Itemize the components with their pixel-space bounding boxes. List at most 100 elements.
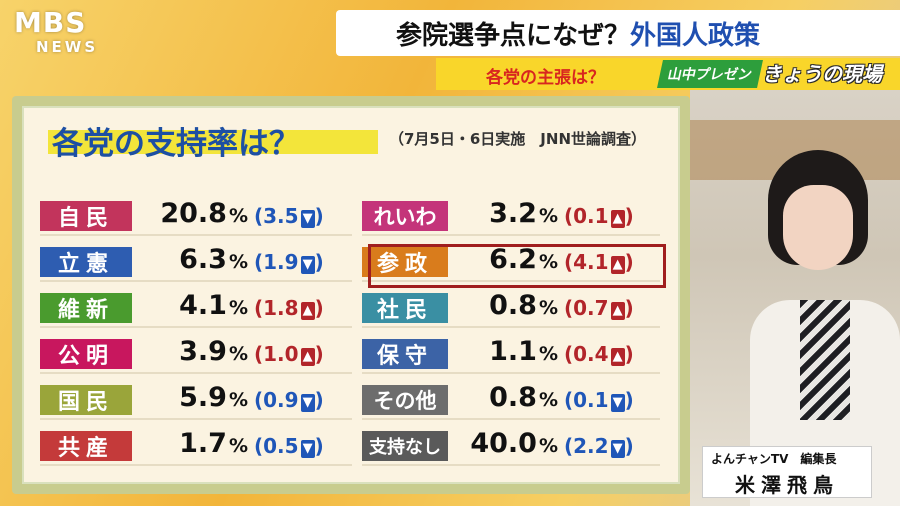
board-subtitle: （7月5日・6日実施 JNN世論調査） bbox=[389, 130, 647, 148]
percent-sign: % bbox=[538, 205, 558, 227]
mbs-news-logo: MBS NEWS bbox=[14, 6, 99, 57]
percent-sign: % bbox=[538, 435, 558, 457]
change-value: 0.5 bbox=[263, 434, 299, 458]
percentage-value: 20.8 bbox=[160, 198, 227, 229]
party-row: 国民 5.9% (0.9 ▼) bbox=[40, 382, 352, 420]
percent-sign: % bbox=[228, 389, 248, 411]
party-change: (0.4 ▲) bbox=[564, 342, 634, 366]
program-tag-text: 山中プレゼン bbox=[666, 67, 754, 83]
change-value: 1.9 bbox=[263, 250, 299, 274]
party-percentage: 3.9% bbox=[136, 336, 248, 367]
party-row: 保守 1.1% (0.4 ▲) bbox=[362, 336, 660, 374]
party-change: (1.0 ▲) bbox=[254, 342, 324, 366]
party-change: (0.7 ▲) bbox=[564, 296, 634, 320]
percentage-value: 3.2 bbox=[489, 198, 537, 229]
approval-board: 各党の支持率は？ （7月5日・6日実施 JNN世論調査） 自民 20.8% (3.5… bbox=[12, 96, 690, 494]
party-change: (4.1 ▲) bbox=[564, 250, 634, 274]
subheadline-text: 各党の主張は？ bbox=[486, 68, 605, 88]
percentage-value: 6.3 bbox=[179, 244, 227, 275]
change-value: 2.2 bbox=[573, 434, 609, 458]
percentage-value: 40.0 bbox=[470, 428, 537, 459]
party-change: (0.9 ▼) bbox=[254, 388, 324, 412]
presenter-face bbox=[783, 185, 853, 270]
party-percentage: 5.9% bbox=[136, 382, 248, 413]
percent-sign: % bbox=[538, 343, 558, 365]
party-row: 参政 6.2% (4.1 ▲) bbox=[362, 244, 660, 282]
percentage-value: 1.7 bbox=[179, 428, 227, 459]
program-logo: きょうの現場 bbox=[762, 62, 882, 86]
arrow-down-icon: ▼ bbox=[300, 256, 315, 274]
party-change: (0.1 ▼) bbox=[564, 388, 634, 412]
approval-board-panel: 各党の支持率は？ （7月5日・6日実施 JNN世論調査） 自民 20.8% (3.5… bbox=[22, 106, 680, 484]
party-percentage: 0.8% bbox=[454, 382, 558, 413]
arrow-down-icon: ▼ bbox=[300, 394, 315, 412]
arrow-down-icon: ▼ bbox=[300, 440, 315, 458]
party-percentage: 20.8% bbox=[136, 198, 248, 229]
presenter-shirt bbox=[800, 300, 850, 420]
party-row: 共産 1.7% (0.5 ▼) bbox=[40, 428, 352, 466]
headline-highlight: 外国人政策 bbox=[630, 20, 761, 51]
party-name: れいわ bbox=[362, 201, 448, 231]
percent-sign: % bbox=[228, 343, 248, 365]
arrow-up-icon: ▲ bbox=[300, 348, 315, 366]
title-highlight bbox=[48, 130, 378, 154]
party-name: 維新 bbox=[40, 293, 132, 323]
percent-sign: % bbox=[228, 205, 248, 227]
party-name: 国民 bbox=[40, 385, 132, 415]
change-value: 4.1 bbox=[573, 250, 609, 274]
party-change: (1.8 ▲) bbox=[254, 296, 324, 320]
party-percentage: 3.2% bbox=[454, 198, 558, 229]
sansei-highlight-box bbox=[368, 244, 666, 288]
arrow-up-icon: ▲ bbox=[610, 348, 625, 366]
arrow-up-icon: ▲ bbox=[610, 302, 625, 320]
percent-sign: % bbox=[228, 297, 248, 319]
percent-sign: % bbox=[228, 251, 248, 273]
party-change: (0.5 ▼) bbox=[254, 434, 324, 458]
board-title: 各党の支持率は？ bbox=[52, 126, 300, 162]
party-percentage: 0.8% bbox=[454, 290, 558, 321]
change-value: 0.7 bbox=[573, 296, 609, 320]
party-change: (0.1 ▲) bbox=[564, 204, 634, 228]
party-name: 社民 bbox=[362, 293, 448, 323]
party-change: (3.5 ▼) bbox=[254, 204, 324, 228]
percentage-value: 0.8 bbox=[489, 290, 537, 321]
change-value: 0.4 bbox=[573, 342, 609, 366]
change-value: 0.1 bbox=[573, 388, 609, 412]
party-percentage: 4.1% bbox=[136, 290, 248, 321]
percentage-value: 4.1 bbox=[179, 290, 227, 321]
party-row: 社民 0.8% (0.7 ▲) bbox=[362, 290, 660, 328]
arrow-up-icon: ▲ bbox=[610, 210, 625, 228]
arrow-up-icon: ▲ bbox=[300, 302, 315, 320]
party-name: 支持なし bbox=[362, 431, 448, 461]
headline-text: 参院選争点になぜ？ bbox=[396, 20, 631, 51]
logo-mbs: MBS bbox=[14, 6, 87, 39]
change-value: 3.5 bbox=[263, 204, 299, 228]
percentage-value: 6.2 bbox=[489, 244, 537, 275]
studio-camera-view bbox=[690, 90, 900, 506]
program-tag: 山中プレゼン bbox=[657, 60, 763, 88]
party-percentage: 1.1% bbox=[454, 336, 558, 367]
party-row: 自民 20.8% (3.5 ▼) bbox=[40, 198, 352, 236]
percent-sign: % bbox=[538, 251, 558, 273]
party-row: 立憲 6.3% (1.9 ▼) bbox=[40, 244, 352, 282]
name-caption: よんチャンTV 編集長 米澤飛鳥 bbox=[702, 446, 872, 498]
party-change: (1.9 ▼) bbox=[254, 250, 324, 274]
change-value: 1.0 bbox=[263, 342, 299, 366]
party-name: 参政 bbox=[362, 247, 448, 277]
percent-sign: % bbox=[538, 389, 558, 411]
party-name: その他 bbox=[362, 385, 448, 415]
party-change: (2.2 ▼) bbox=[564, 434, 634, 458]
party-row: 公明 3.9% (1.0 ▲) bbox=[40, 336, 352, 374]
party-row: 維新 4.1% (1.8 ▲) bbox=[40, 290, 352, 328]
party-percentage: 1.7% bbox=[136, 428, 248, 459]
party-row: その他 0.8% (0.1 ▼) bbox=[362, 382, 660, 420]
arrow-up-icon: ▲ bbox=[610, 256, 625, 274]
party-percentage: 6.3% bbox=[136, 244, 248, 275]
change-value: 0.9 bbox=[263, 388, 299, 412]
arrow-down-icon: ▼ bbox=[610, 394, 625, 412]
percent-sign: % bbox=[538, 297, 558, 319]
logo-news: NEWS bbox=[36, 38, 99, 56]
arrow-down-icon: ▼ bbox=[300, 210, 315, 228]
percentage-value: 1.1 bbox=[489, 336, 537, 367]
caption-org: よんチャンTV 編集長 bbox=[711, 452, 837, 466]
